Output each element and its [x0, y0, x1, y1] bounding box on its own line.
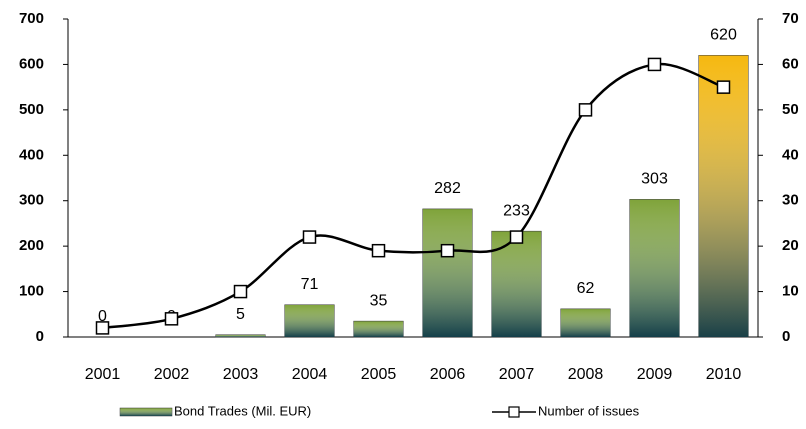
x-tick-label: 2008 [568, 366, 604, 383]
data-label: 71 [301, 276, 319, 293]
marker [233, 284, 248, 299]
legend-swatch-shade [120, 408, 172, 416]
y2-tick-label: 60 [782, 55, 799, 72]
x-tick-label: 2009 [637, 366, 673, 383]
legend-marker [508, 406, 520, 418]
x-tick-label: 2010 [706, 366, 742, 383]
y-tick-label: 600 [19, 55, 44, 72]
bar-shade [422, 208, 473, 337]
y-tick-label: 100 [19, 283, 44, 300]
bar-shade [491, 231, 542, 337]
legend-label: Number of issues [538, 403, 640, 418]
y-tick-label: 500 [19, 101, 44, 118]
x-tick-label: 2005 [361, 366, 397, 383]
y2-tick-label: 0 [782, 328, 790, 345]
marker [164, 312, 179, 326]
x-tick-label: 2003 [223, 366, 259, 383]
y-tick-label: 200 [19, 237, 44, 254]
x-tick-label: 2007 [499, 366, 535, 383]
x-tick-label: 2001 [85, 366, 121, 383]
marker [95, 321, 110, 335]
marker [647, 57, 662, 72]
bar-shade [284, 304, 335, 337]
y-tick-label: 400 [19, 146, 44, 163]
data-label: 233 [503, 202, 530, 219]
line [102, 62, 724, 330]
data-label: 5 [236, 306, 245, 323]
y2-tick-label: 10 [782, 283, 799, 300]
data-label: 0 [98, 308, 107, 325]
bar-shade [560, 308, 611, 337]
data-label: 303 [641, 171, 668, 188]
y-tick-label: 700 [19, 10, 44, 27]
y2-tick-label: 40 [782, 146, 799, 163]
x-tick-label: 2002 [154, 366, 190, 383]
bar-shade [698, 55, 749, 337]
marker [509, 230, 524, 244]
marker [716, 80, 731, 94]
y2-tick-label: 30 [782, 192, 799, 209]
data-label: 62 [577, 280, 595, 297]
data-label: 35 [370, 292, 388, 309]
marker [440, 243, 455, 258]
marker [578, 103, 593, 117]
marker [371, 243, 386, 258]
y-tick-label: 300 [19, 192, 44, 209]
y-tick-label: 0 [36, 328, 44, 345]
y2-tick-label: 20 [782, 237, 799, 254]
y2-tick-label: 50 [782, 101, 799, 118]
y2-tick-label: 70 [782, 10, 799, 27]
data-label: 282 [434, 180, 461, 197]
bar-shade [629, 199, 680, 337]
x-tick-label: 2004 [292, 366, 328, 383]
data-label: 620 [710, 27, 737, 44]
bar-shade [353, 321, 404, 337]
legend-label: Bond Trades (Mil. EUR) [174, 403, 311, 418]
bar-shade [215, 334, 266, 337]
marker [302, 230, 317, 244]
x-tick-label: 2006 [430, 366, 466, 383]
